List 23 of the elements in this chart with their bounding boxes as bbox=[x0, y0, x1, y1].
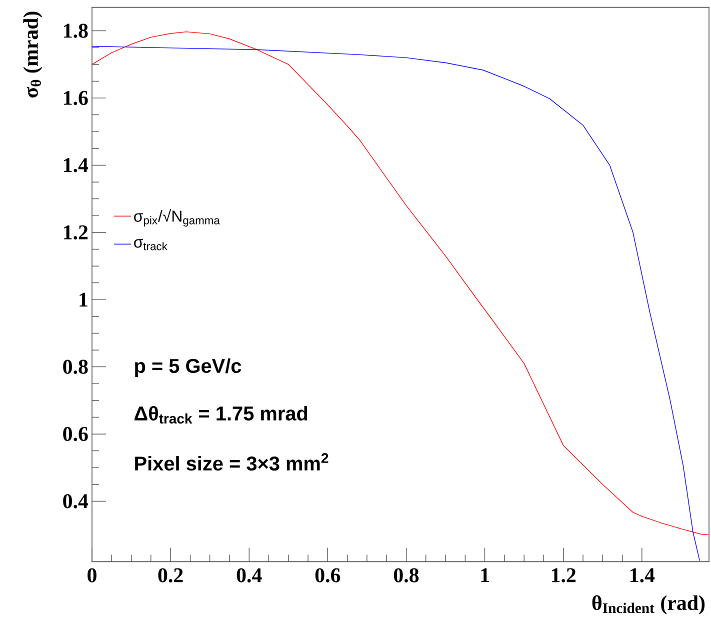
y-tick-label: 0.8 bbox=[63, 360, 88, 374]
y-tick-label: 1 bbox=[80, 292, 88, 307]
y-axis-title: σ$_{θ}$ (mrad) bbox=[23, 12, 42, 98]
x-tick-label: 0.6 bbox=[315, 568, 340, 582]
x-tick-label: 1 bbox=[481, 568, 489, 582]
y-tick-label: 0.4 bbox=[63, 494, 88, 508]
y-tick-label: 0.6 bbox=[63, 426, 88, 442]
y-tick-label: 1.2 bbox=[64, 225, 88, 240]
x-tick-label: 1.2 bbox=[552, 568, 576, 582]
x-tick-label: 0.2 bbox=[158, 568, 183, 582]
x-tick-label: 0.8 bbox=[394, 568, 419, 582]
annotation: Pixel size = 3×3 mm$^{2}$ bbox=[135, 453, 328, 471]
x-tick-label: 1.4 bbox=[630, 568, 655, 582]
legend-label: σ$_{track}$ bbox=[134, 239, 168, 250]
y-tick-label: 1.8 bbox=[64, 24, 88, 38]
x-axis-title: θ$_{Incident}$ (rad) bbox=[592, 595, 705, 614]
x-tick-label: 0.4 bbox=[236, 568, 262, 582]
y-tick-label: 1.4 bbox=[64, 158, 88, 172]
annotation: Δθ$_{track}$ = 1.75 mrad bbox=[134, 406, 308, 424]
legend-label: σ$_{pix}$/√N$_{gamma}$ bbox=[134, 209, 220, 227]
annotation: p = 5 GeV/c bbox=[135, 358, 242, 377]
x-tick-label: 0 bbox=[88, 568, 96, 582]
y-tick-label: 1.6 bbox=[64, 90, 88, 106]
